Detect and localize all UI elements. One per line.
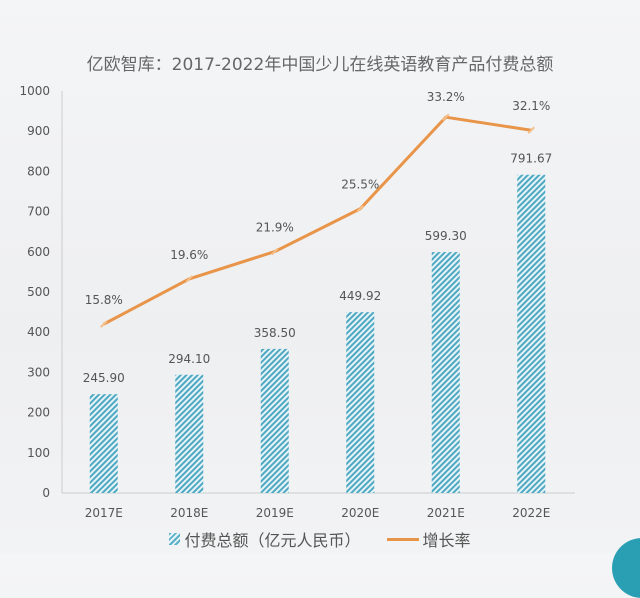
chart-plot: 0 100 200 300 400 500 600 700 800 900 1000 2017E 201… <box>19 84 575 520</box>
line-data-label: 32.1% <box>512 99 550 113</box>
x-tick-label: 2020E <box>341 506 379 520</box>
growth-rate-line <box>103 115 532 326</box>
y-tick-label: 800 <box>27 164 50 178</box>
y-tick-label: 0 <box>42 486 50 500</box>
line-data-label: 15.8% <box>85 293 123 307</box>
bar-data-label: 245.90 <box>83 371 125 385</box>
bar-data-label: 791.67 <box>510 152 552 166</box>
bar <box>431 252 460 493</box>
legend-line-label: 增长率 <box>422 531 471 550</box>
y-tick-label: 100 <box>27 446 50 460</box>
y-tick-label: 200 <box>27 406 50 420</box>
legend: 付费总额（亿元人民币） 增长率 <box>0 527 640 551</box>
y-tick-label: 900 <box>27 124 50 138</box>
line-point-marker <box>442 113 450 121</box>
y-tick-label: 1000 <box>19 84 50 98</box>
bar <box>517 174 546 493</box>
y-tick-label: 600 <box>27 245 50 259</box>
bar-data-label: 294.10 <box>168 352 210 366</box>
bar <box>260 348 289 493</box>
bar-data-label: 358.50 <box>254 326 296 340</box>
y-tick-label: 300 <box>27 365 50 379</box>
line-point-marker <box>527 126 535 134</box>
legend-bar-swatch <box>169 533 181 545</box>
y-tick-label: 400 <box>27 325 50 339</box>
line-data-label: 25.5% <box>341 178 379 192</box>
x-tick-label: 2019E <box>256 506 294 520</box>
bar <box>346 312 375 493</box>
x-tick-label: 2022E <box>512 506 550 520</box>
bar <box>175 374 204 493</box>
line-data-label: 21.9% <box>256 221 294 235</box>
line-data-label: 19.6% <box>170 248 208 262</box>
bar-data-label: 599.30 <box>425 229 467 243</box>
line-point-marker <box>100 320 108 328</box>
x-tick-label: 2017E <box>85 506 123 520</box>
y-tick-label: 500 <box>27 285 50 299</box>
line-point-marker <box>271 247 279 256</box>
line-point-marker <box>356 205 364 213</box>
line-data-label: 33.2% <box>427 90 465 104</box>
line-point-marker <box>185 275 193 283</box>
x-tick-label: 2021E <box>427 506 465 520</box>
x-tick-label: 2018E <box>170 506 208 520</box>
legend-line-swatch <box>386 537 419 541</box>
bar <box>89 394 118 493</box>
chart-title: 亿欧智库：2017-2022年中国少儿在线英语教育产品付费总额 <box>86 55 554 75</box>
legend-bar-label: 付费总额（亿元人民币） <box>184 531 361 550</box>
y-tick-label: 700 <box>27 205 50 219</box>
bar-data-label: 449.92 <box>339 289 381 303</box>
